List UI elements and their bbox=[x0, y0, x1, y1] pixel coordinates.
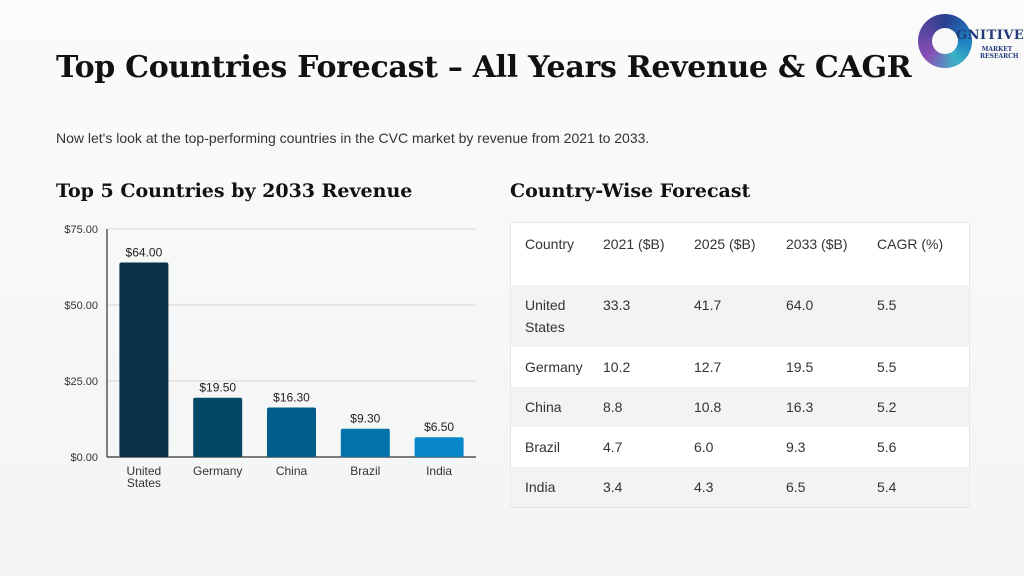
x-tick-label: Germany bbox=[193, 464, 242, 478]
table-header-row: Country 2021 ($B) 2025 ($B) 2033 ($B) CA… bbox=[511, 223, 969, 285]
cell-2021: 8.8 bbox=[603, 399, 623, 415]
forecast-table-card: Country 2021 ($B) 2025 ($B) 2033 ($B) CA… bbox=[510, 222, 970, 508]
cell-2033: 9.3 bbox=[786, 439, 806, 455]
table-row: India 3.4 4.3 6.5 5.4 bbox=[511, 467, 969, 507]
table-heading: Country-Wise Forecast bbox=[510, 180, 751, 202]
cell-2025: 41.7 bbox=[694, 297, 722, 313]
cell-country: China bbox=[525, 399, 562, 415]
logo-name: GNITIVE bbox=[956, 28, 1024, 43]
bar bbox=[193, 397, 243, 457]
data-label: $16.30 bbox=[273, 390, 310, 404]
page-subtitle: Now let's look at the top-performing cou… bbox=[56, 130, 650, 146]
data-label: $19.50 bbox=[199, 381, 236, 395]
bar bbox=[119, 262, 169, 457]
cell-country: Germany bbox=[525, 359, 583, 375]
cell-cagr: 5.5 bbox=[877, 297, 897, 313]
revenue-bar-chart: $0.00 $25.00 $50.00 $75.00 $64.00 United State… bbox=[64, 224, 476, 490]
data-label: $64.00 bbox=[126, 245, 163, 259]
cell-country: Brazil bbox=[525, 439, 561, 455]
cell-2025: 10.8 bbox=[694, 399, 722, 415]
cell-2021: 3.4 bbox=[603, 479, 623, 495]
table-row: China 8.8 10.8 16.3 5.2 bbox=[511, 387, 969, 427]
cell-2025: 4.3 bbox=[694, 479, 714, 495]
cell-2033: 16.3 bbox=[786, 399, 814, 415]
company-logo: GNITIVE MARKET RESEARCH bbox=[918, 12, 1024, 70]
bar bbox=[267, 407, 316, 457]
cell-2033: 19.5 bbox=[786, 359, 814, 375]
logo-mark-icon bbox=[918, 14, 972, 68]
cell-cagr: 5.6 bbox=[877, 439, 897, 455]
forecast-table: Country 2021 ($B) 2025 ($B) 2033 ($B) CA… bbox=[511, 223, 969, 507]
header-cagr: CAGR (%) bbox=[877, 236, 944, 252]
cell-country: United States bbox=[525, 297, 566, 335]
cell-2025: 12.7 bbox=[694, 359, 722, 375]
data-label: $9.30 bbox=[350, 412, 380, 426]
bar bbox=[414, 437, 464, 457]
y-tick-label: $0.00 bbox=[70, 452, 98, 464]
table-row: Germany 10.2 12.7 19.5 5.5 bbox=[511, 347, 969, 387]
cell-2021: 10.2 bbox=[603, 359, 631, 375]
cell-cagr: 5.4 bbox=[877, 479, 897, 495]
cell-2021: 4.7 bbox=[603, 439, 623, 455]
cell-country: India bbox=[525, 479, 556, 495]
cell-2025: 6.0 bbox=[694, 439, 714, 455]
cell-cagr: 5.5 bbox=[877, 359, 897, 375]
x-tick-label: India bbox=[426, 464, 452, 478]
logo-subtitle: MARKET RESEARCH bbox=[980, 46, 1019, 60]
data-label: $6.50 bbox=[424, 420, 454, 434]
header-2025: 2025 ($B) bbox=[694, 236, 756, 252]
cell-cagr: 5.2 bbox=[877, 399, 897, 415]
table-row: United States 33.3 41.7 64.0 5.5 bbox=[511, 285, 969, 347]
chart-heading: Top 5 Countries by 2033 Revenue bbox=[56, 180, 413, 202]
table-row: Brazil 4.7 6.0 9.3 5.6 bbox=[511, 427, 969, 467]
header-country: Country bbox=[525, 236, 575, 252]
bar bbox=[340, 428, 390, 457]
page-title: Top Countries Forecast – All Years Reven… bbox=[56, 50, 912, 85]
x-tick-label: China bbox=[276, 464, 308, 478]
x-tick-label: Brazil bbox=[350, 464, 380, 478]
cell-2033: 6.5 bbox=[786, 479, 806, 495]
header-2033: 2033 ($B) bbox=[786, 236, 848, 252]
y-tick-label: $50.00 bbox=[64, 300, 98, 312]
header-2021: 2021 ($B) bbox=[603, 236, 665, 252]
cell-2033: 64.0 bbox=[786, 297, 814, 313]
y-tick-label: $75.00 bbox=[64, 224, 98, 236]
y-tick-label: $25.00 bbox=[64, 376, 98, 388]
cell-2021: 33.3 bbox=[603, 297, 631, 313]
x-tick-label: United States bbox=[127, 464, 162, 490]
